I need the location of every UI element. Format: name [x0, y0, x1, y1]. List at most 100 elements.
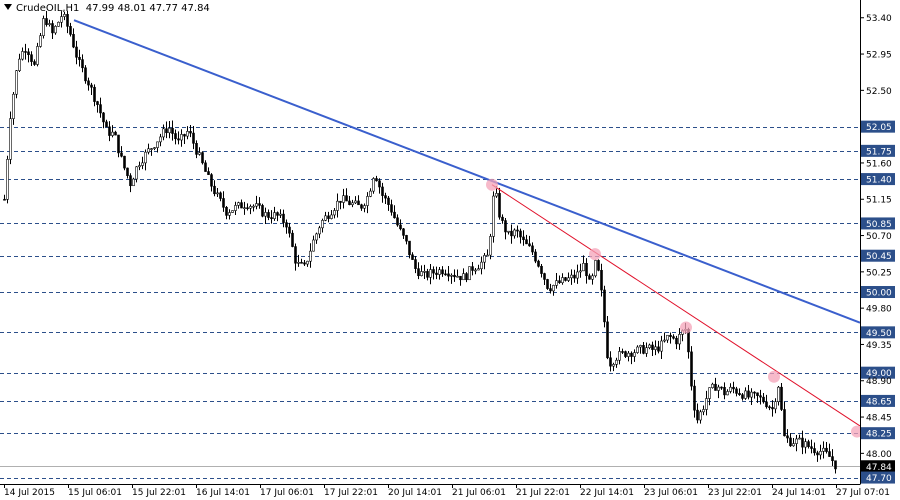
candle-body	[540, 265, 543, 274]
candle-body	[405, 235, 408, 242]
candle-body	[720, 386, 723, 389]
candle-body	[54, 26, 57, 34]
candle-body	[741, 394, 744, 399]
candle-body	[792, 443, 795, 447]
level-price-box	[861, 286, 895, 299]
price-tick-label: 48.90	[866, 377, 892, 387]
price-tick-label: 49.50	[866, 329, 892, 339]
touch-point-marker	[768, 370, 780, 383]
candle-body	[519, 230, 522, 238]
candle-body	[678, 334, 681, 345]
time-tick-label: 21 Jul 22:01	[516, 488, 570, 498]
candle-body	[189, 131, 192, 134]
candle-body	[711, 383, 714, 388]
candle-body	[75, 46, 78, 58]
candle-body	[465, 273, 468, 281]
candle-body	[642, 345, 645, 354]
candle-body	[147, 148, 150, 153]
price-axis: 53.40 52.95 52.50 52.05 51.75 51.60 51.40 51.15…	[860, 14, 895, 484]
candle-body	[45, 18, 48, 25]
candle-body	[621, 351, 624, 353]
candle-body	[417, 268, 420, 277]
candle-body	[81, 59, 84, 69]
candle-body	[24, 51, 27, 53]
candle-body	[372, 178, 375, 192]
candle-body	[714, 383, 717, 391]
time-tick-label: 15 Jul 06:01	[68, 488, 122, 498]
candle-body	[567, 277, 570, 281]
candle-body	[264, 212, 267, 217]
candle-body	[834, 460, 837, 470]
candle-body	[348, 200, 351, 206]
candle-body	[27, 51, 30, 55]
trendlines-layer[interactable]	[73, 19, 861, 427]
candle-body	[576, 271, 579, 279]
candle-body	[21, 51, 24, 60]
candle-body	[375, 178, 378, 182]
candle-body	[561, 277, 564, 284]
candle-body	[804, 441, 807, 448]
candle-body	[201, 152, 204, 164]
price-tick-label: 52.50	[866, 87, 892, 97]
candle-body	[303, 262, 306, 265]
chart-header: CrudeOIL,H1 47.99 48.01 47.77 47.84	[4, 3, 210, 14]
candle-body	[276, 212, 279, 216]
time-tick-label: 21 Jul 06:01	[452, 488, 506, 498]
candle-body	[660, 340, 663, 352]
candle-body	[699, 411, 702, 421]
candle-body	[480, 261, 483, 270]
candle-body	[330, 214, 333, 219]
candle-body	[525, 239, 528, 245]
time-tick-label: 17 Jul 06:01	[260, 488, 314, 498]
candle-body	[87, 80, 90, 86]
candle-body	[753, 391, 756, 394]
price-tick-label: 48.45	[866, 414, 892, 424]
price-tick-label: 49.35	[866, 341, 892, 351]
candle-body	[252, 205, 255, 208]
candle-body	[594, 260, 597, 277]
candle-body	[9, 118, 12, 160]
candle-body	[108, 126, 111, 136]
candle-body	[249, 206, 252, 209]
candle-body	[459, 275, 462, 281]
candle-body	[342, 195, 345, 203]
price-tick-label: 49.80	[866, 305, 892, 315]
candle-body	[387, 197, 390, 205]
candle-body	[297, 262, 300, 264]
trendline[interactable]	[73, 19, 861, 324]
level-price-box	[861, 366, 895, 379]
candle-body	[444, 273, 447, 276]
candle-body	[771, 407, 774, 410]
candle-body	[669, 334, 672, 337]
candle-body	[486, 254, 489, 257]
candle-body	[90, 84, 93, 88]
candle-body	[306, 260, 309, 265]
candle-body	[51, 23, 54, 34]
candle-body	[441, 269, 444, 275]
candle-body	[60, 16, 63, 23]
candle-body	[627, 352, 630, 357]
candle-body	[705, 398, 708, 410]
candle-body	[483, 255, 486, 263]
candle-body	[648, 344, 651, 349]
candle-body	[810, 446, 813, 449]
candle-body	[471, 266, 474, 271]
candle-body	[72, 34, 75, 48]
candle-body	[126, 167, 129, 176]
candle-body	[831, 456, 834, 462]
candle-body	[729, 386, 732, 392]
price-tick-label: 49.00	[866, 369, 892, 379]
candle-body	[597, 260, 600, 271]
candle-body	[18, 58, 21, 71]
candle-body	[558, 280, 561, 284]
candle-body	[672, 336, 675, 339]
dropdown-triangle-icon[interactable]	[4, 4, 12, 10]
candle-body	[255, 203, 258, 207]
candle-body	[33, 61, 36, 65]
trendline[interactable]	[491, 184, 861, 427]
price-tick-label: 48.00	[866, 450, 892, 460]
candle-body	[414, 259, 417, 269]
price-tick-label: 52.95	[866, 51, 892, 61]
candle-body	[504, 220, 507, 233]
